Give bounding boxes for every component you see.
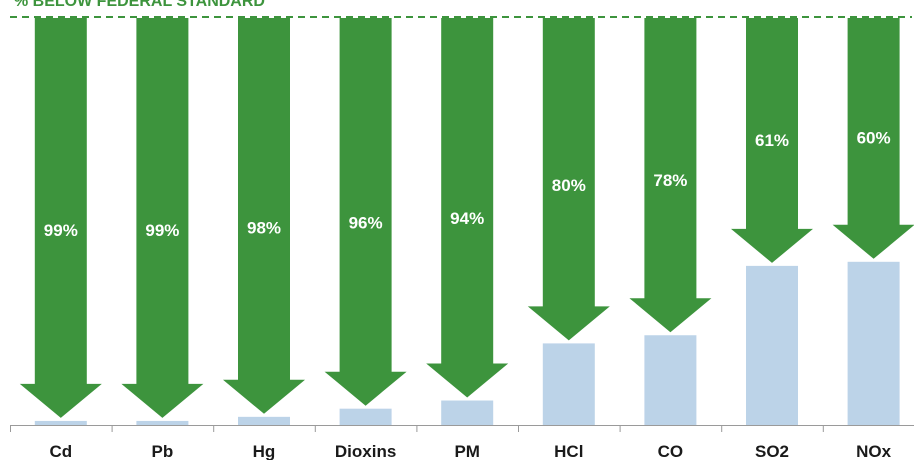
x-axis-ticks [10, 425, 824, 432]
arrow-pm [426, 18, 509, 398]
bar-hg [238, 416, 290, 425]
bars-layer [34, 261, 900, 425]
arrow-hcl [527, 18, 610, 341]
arrow-co [629, 18, 712, 333]
category-label-pm: PM [454, 442, 480, 460]
bar-pm [441, 400, 494, 425]
category-label-hg: Hg [253, 442, 276, 460]
arrow-so2 [731, 18, 813, 263]
percent-label-so2: 61% [755, 131, 789, 150]
category-label-so2: SO2 [755, 442, 789, 460]
arrow-hg [223, 18, 305, 414]
category-label-hcl: HCl [554, 442, 583, 460]
percent-label-pm: 94% [450, 209, 484, 228]
bar-hcl [542, 343, 595, 425]
category-label-co: CO [658, 442, 684, 460]
percent-label-cd: 99% [44, 221, 78, 240]
category-label-pb: Pb [152, 442, 174, 460]
bar-dioxins [339, 408, 392, 425]
arrow-pb [121, 18, 204, 418]
percent-label-hcl: 80% [552, 176, 586, 195]
arrow-dioxins [324, 18, 407, 406]
federal-standard-label: % BELOW FEDERAL STANDARD [14, 0, 265, 10]
percent-label-dioxins: 96% [349, 214, 383, 233]
category-label-nox: NOx [856, 442, 892, 460]
percent-label-co: 78% [653, 171, 687, 190]
percent-label-pb: 99% [145, 221, 179, 240]
bar-so2 [746, 265, 798, 425]
bar-pb [136, 420, 189, 425]
arrows-layer [19, 18, 914, 418]
category-labels: Cd Pb Hg Dioxins PM HCl CO SO2 NOx [49, 442, 891, 460]
arrow-cd [19, 18, 102, 418]
percent-label-hg: 98% [247, 218, 281, 237]
arrow-nox [832, 18, 914, 259]
bar-nox [847, 261, 900, 425]
bar-cd [34, 420, 87, 425]
category-label-cd: Cd [49, 442, 72, 460]
percent-labels: 99% 99% 98% 96% 94% 80% 78% 61% 60% [44, 129, 891, 240]
category-label-dioxins: Dioxins [335, 442, 396, 460]
bar-co [644, 335, 697, 425]
percent-label-nox: 60% [857, 129, 891, 148]
